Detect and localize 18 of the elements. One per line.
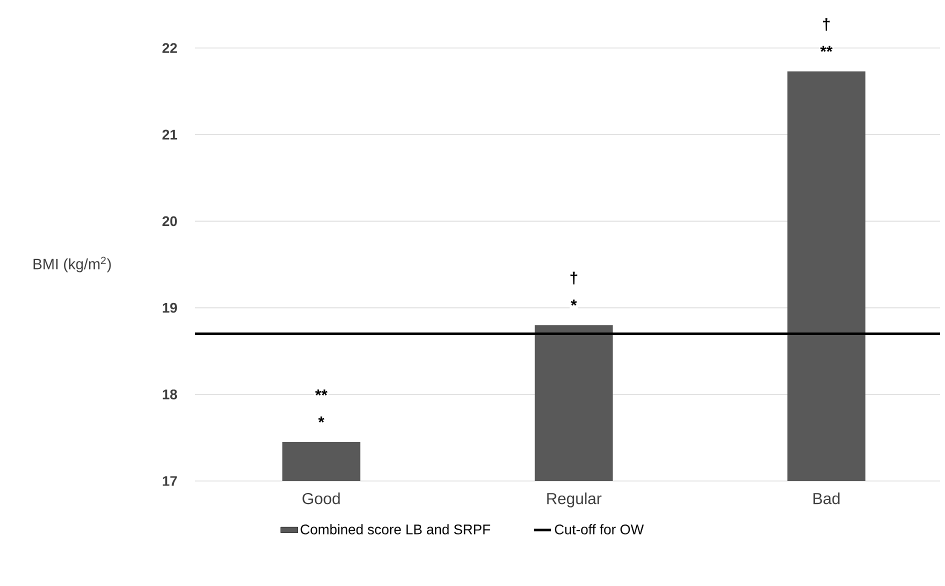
annotation: † [570,272,578,284]
legend-label: Cut-off for OW [554,524,644,534]
y-tick-label: 21 [162,130,178,140]
x-tick-label: Good [302,492,340,504]
legend-label: Combined score LB and SRPF [300,524,490,534]
y-tick-label: 19 [162,302,177,313]
annotation: * [570,300,577,306]
annotation: * [318,416,324,422]
annotation: ** [315,390,328,396]
x-tick-label: Regular [547,492,602,508]
x-tick-label: Bad [813,492,840,504]
y-tick-label: 20 [162,216,177,226]
y-axis-title: BMI (kg/m$^{2}$) [34,256,111,272]
y-tick-label: 22 [162,43,177,53]
annotation: ** [820,46,833,52]
y-tick-label: 17 [162,476,177,486]
y-tick-label: 18 [162,389,178,400]
text: † [823,18,830,31]
